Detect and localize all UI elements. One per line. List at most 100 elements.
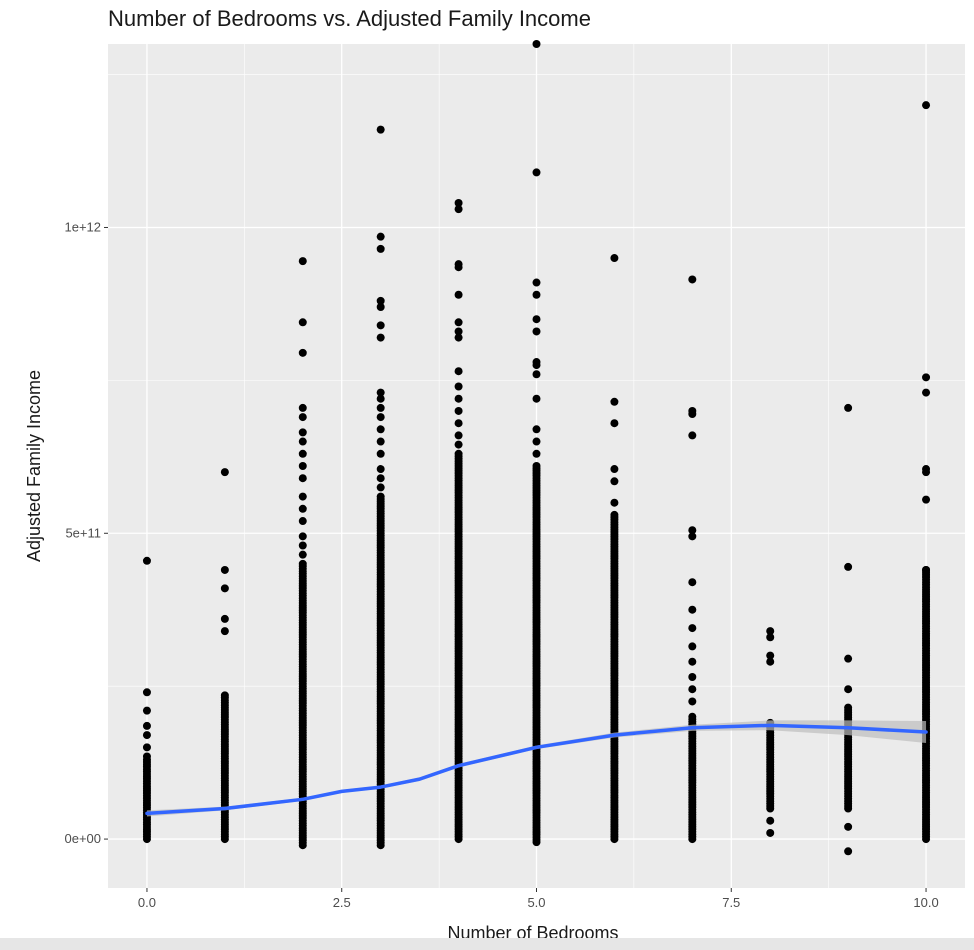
- scatter-point: [298, 318, 307, 327]
- scatter-point: [220, 627, 229, 636]
- scatter-point: [766, 828, 775, 837]
- scatter-point: [376, 403, 385, 412]
- scatter-point: [688, 431, 697, 440]
- scatter-point: [454, 419, 463, 428]
- scatter-point: [610, 397, 619, 406]
- scatter-point: [376, 125, 385, 134]
- scatter-point: [298, 428, 307, 437]
- scatter-point: [844, 847, 853, 856]
- scatter-point: [376, 302, 385, 311]
- scatter-point: [142, 752, 151, 761]
- scatter-point: [688, 657, 697, 666]
- scatter-point: [454, 449, 463, 458]
- scatter-point: [220, 468, 229, 477]
- scatter-point: [532, 290, 541, 299]
- y-tick-label: 0e+00: [64, 831, 101, 846]
- scatter-point: [844, 654, 853, 663]
- scatter-point: [376, 321, 385, 330]
- scatter-point: [298, 517, 307, 526]
- scatter-point: [376, 437, 385, 446]
- scatter-point: [298, 257, 307, 266]
- scatter-point: [376, 483, 385, 492]
- scatter-point: [610, 465, 619, 474]
- scatter-point: [376, 244, 385, 253]
- scatter-point: [532, 370, 541, 379]
- scatter-point: [922, 468, 931, 477]
- smooth-line: [145, 723, 928, 816]
- x-tick-label: 7.5: [722, 895, 740, 910]
- scatter-point: [688, 275, 697, 284]
- scatter-point: [532, 315, 541, 324]
- scatter-point: [376, 413, 385, 422]
- scatter-point: [688, 578, 697, 587]
- scatter-point: [844, 562, 853, 571]
- scatter-point: [766, 657, 775, 666]
- smooth-line-layer: [145, 723, 928, 816]
- scatter-point: [532, 394, 541, 403]
- scatter-point: [220, 565, 229, 574]
- scatter-point: [376, 492, 385, 501]
- scatter-point: [532, 278, 541, 287]
- scatter-point: [454, 333, 463, 342]
- chart-title: Number of Bedrooms vs. Adjusted Family I…: [108, 6, 591, 31]
- scatter-point: [142, 556, 151, 565]
- window-bottom-bar: [0, 938, 974, 950]
- scatter-point: [766, 816, 775, 825]
- scatter-point: [142, 706, 151, 715]
- scatter-point: [376, 333, 385, 342]
- scatter-point: [454, 199, 463, 208]
- tick-labels-layer: 0.0 2.5 5.0 7.5 10.0 0e+00 5e+11 1e+12: [64, 219, 938, 910]
- scatter-point: [298, 437, 307, 446]
- scatter-point: [688, 712, 697, 721]
- scatter-point: [454, 382, 463, 391]
- scatter-point: [142, 688, 151, 697]
- scatter-point: [922, 388, 931, 397]
- scatter-point: [688, 642, 697, 651]
- scatter-point: [532, 327, 541, 336]
- scatter-point: [688, 685, 697, 694]
- scatter-point: [532, 462, 541, 470]
- scatter-point: [298, 559, 307, 568]
- scatter-point: [844, 685, 853, 694]
- scatter-point: [532, 437, 541, 446]
- scatter-point: [220, 691, 229, 700]
- scatter-point: [454, 406, 463, 415]
- scatter-point: [298, 532, 307, 541]
- scatter-point: [142, 721, 151, 730]
- scatter-point: [298, 504, 307, 513]
- scatter-point: [298, 403, 307, 412]
- y-tick-label: 5e+11: [65, 525, 101, 540]
- scatter-point: [688, 410, 697, 419]
- scatter-point: [376, 394, 385, 403]
- scatter-point: [922, 495, 931, 504]
- scatter-point: [688, 532, 697, 541]
- scatter-point: [532, 40, 541, 48]
- scatter-point: [454, 431, 463, 440]
- x-tick-label: 5.0: [527, 895, 545, 910]
- scatter-point: [298, 541, 307, 550]
- scatter-point: [532, 361, 541, 370]
- scatter-point: [454, 263, 463, 272]
- scatter-point: [610, 254, 619, 263]
- scatter-point: [766, 633, 775, 642]
- scatter-point: [610, 498, 619, 507]
- scatter-point: [688, 605, 697, 614]
- scatter-point: [298, 462, 307, 470]
- scatter-point: [454, 290, 463, 299]
- scatter-point: [454, 367, 463, 376]
- scatter-point: [766, 651, 775, 660]
- scatter-point: [454, 205, 463, 214]
- scatter-point: [220, 584, 229, 593]
- scatter-point: [688, 697, 697, 706]
- scatter-point: [298, 550, 307, 559]
- scatter-point: [298, 413, 307, 422]
- scatter-point: [298, 348, 307, 357]
- scatter-point: [766, 627, 775, 636]
- scatter-point: [688, 526, 697, 535]
- scatter-point: [844, 822, 853, 831]
- scatter-point: [298, 474, 307, 483]
- scatter-point: [532, 449, 541, 458]
- scatter-point: [376, 232, 385, 241]
- scatter-point: [610, 419, 619, 428]
